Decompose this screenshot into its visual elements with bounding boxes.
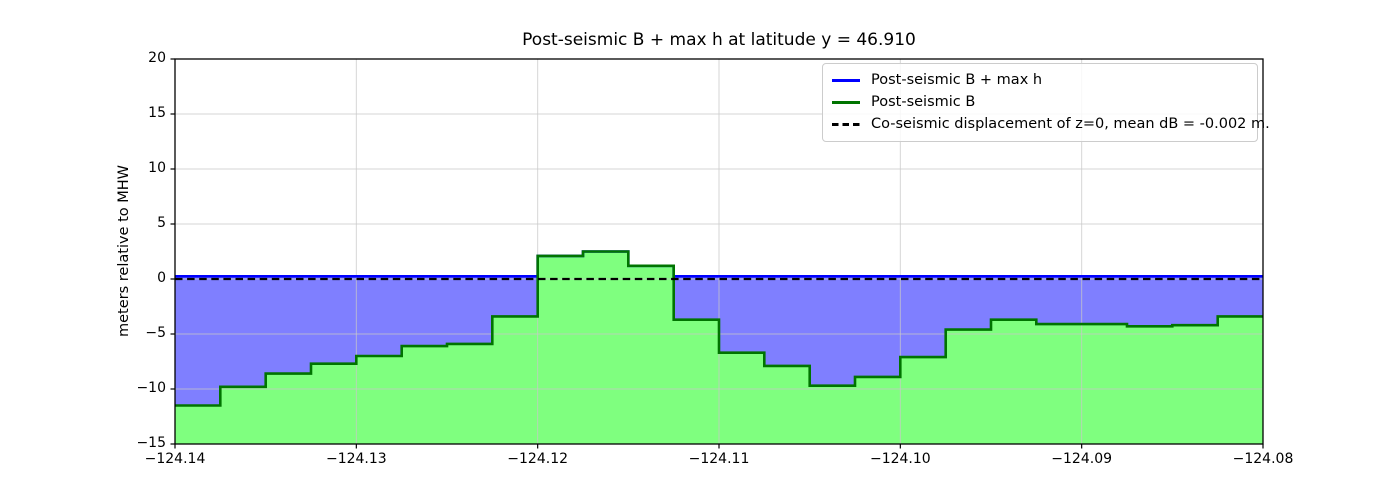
x-tick-label: −124.12 <box>507 451 569 467</box>
y-tick-label: 15 <box>148 105 166 121</box>
legend-dashed-line-sample <box>832 123 860 126</box>
legend-label: Post-seismic B <box>871 94 976 110</box>
x-tick-label: −124.09 <box>1051 451 1113 467</box>
legend-row: Co-seismic displacement of z=0, mean dB … <box>832 114 1270 135</box>
x-tick-label: −124.14 <box>144 451 206 467</box>
x-tick-label: −124.10 <box>869 451 931 467</box>
tick-marks <box>170 58 1264 449</box>
chart-title: Post-seismic B + max h at latitude y = 4… <box>522 30 916 50</box>
y-tick-label: −5 <box>145 325 166 341</box>
legend: Post-seismic B + max h Post-seismic B Co-s… <box>822 63 1270 142</box>
y-tick-label: 20 <box>148 50 166 66</box>
legend-row: Post-seismic B <box>832 92 1248 113</box>
x-tick-label: −124.08 <box>1232 451 1294 467</box>
x-tick-label: −124.13 <box>325 451 387 467</box>
x-tick-label: −124.11 <box>688 451 750 467</box>
y-tick-label: −10 <box>136 380 166 396</box>
y-tick-label: 10 <box>148 160 166 176</box>
y-tick-label: 0 <box>157 270 166 286</box>
b-line <box>175 250 1263 407</box>
legend-label: Post-seismic B + max h <box>871 72 1043 88</box>
legend-row: Post-seismic B + max h <box>832 70 1248 91</box>
legend-line-sample <box>832 79 860 82</box>
y-tick-label: −15 <box>136 435 166 451</box>
legend-line-sample <box>832 101 860 104</box>
y-tick-label: 5 <box>157 215 166 231</box>
legend-label: Co-seismic displacement of z=0, mean dB … <box>871 116 1270 132</box>
